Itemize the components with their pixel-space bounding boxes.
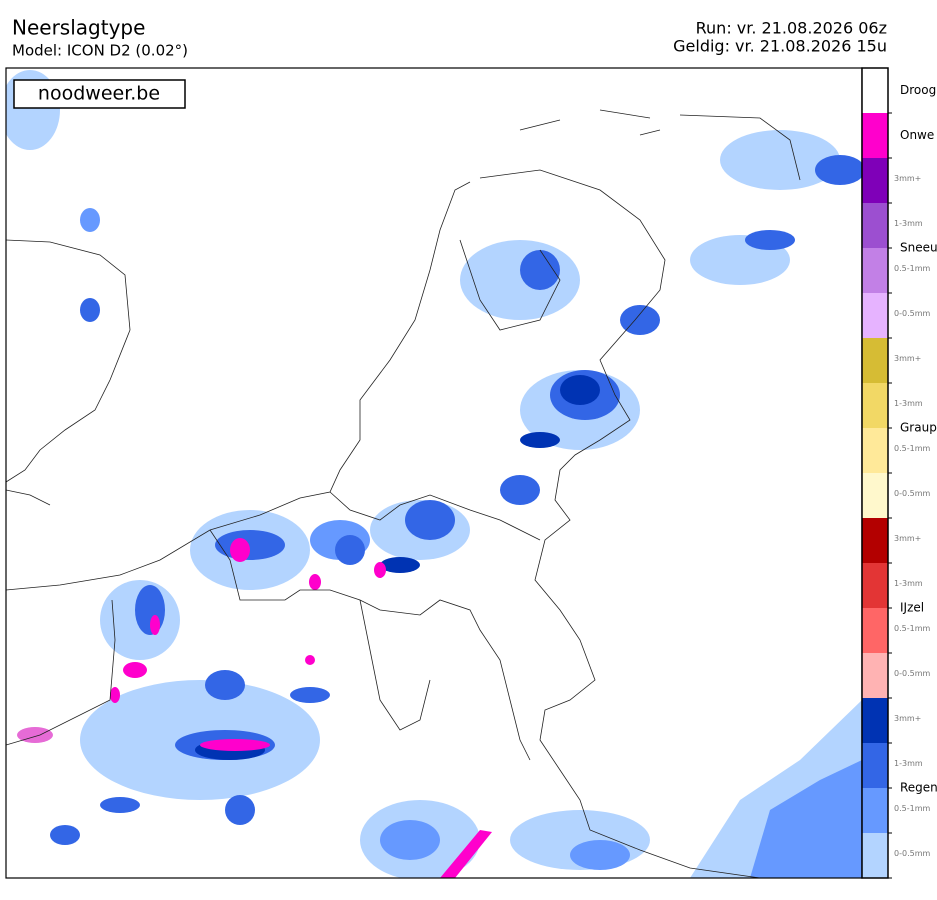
legend-swatch (862, 113, 888, 158)
legend-frame (861, 67, 889, 879)
legend-sublabel: 3mm+ (894, 354, 921, 363)
legend-label: Sneeu (900, 241, 937, 255)
map-area (5, 67, 863, 879)
legend-swatch (862, 518, 888, 563)
legend-swatch (862, 68, 888, 113)
legend-sublabel: 1-3mm (894, 579, 923, 588)
legend-swatch (862, 608, 888, 653)
legend-swatch (862, 653, 888, 698)
legend-swatch (862, 383, 888, 428)
logo-box (13, 79, 186, 109)
legend-swatch (862, 203, 888, 248)
legend-swatch (862, 563, 888, 608)
legend-swatch (862, 833, 888, 878)
logo: noodweer.be (38, 83, 160, 105)
legend-swatch (862, 473, 888, 518)
legend-sublabel: 0-0.5mm (894, 489, 930, 498)
legend-swatch (862, 338, 888, 383)
legend-sublabel: 0-0.5mm (894, 309, 930, 318)
legend-sublabel: 1-3mm (894, 759, 923, 768)
model: Model: ICON D2 (0.02°) (12, 42, 188, 60)
title: Neerslagtype (12, 16, 145, 40)
run-time: Run: vr. 21.08.2026 06z (696, 19, 887, 38)
legend-swatch (862, 743, 888, 788)
legend-sublabel: 1-3mm (894, 219, 923, 228)
legend-swatch (862, 698, 888, 743)
legend-swatch (862, 293, 888, 338)
legend-label: Droog (900, 83, 936, 97)
legend-swatch (862, 248, 888, 293)
legend-label: IJzel (900, 601, 924, 615)
legend-swatch (862, 428, 888, 473)
legend-sublabel: 0.5-1mm (894, 804, 930, 813)
legend-sublabel: 0.5-1mm (894, 264, 930, 273)
legend-sublabel: 3mm+ (894, 174, 921, 183)
legend-label: Onwe (900, 128, 934, 142)
valid-time: Geldig: vr. 21.08.2026 15u (673, 37, 887, 56)
legend-sublabel: 1-3mm (894, 399, 923, 408)
legend: Droog Onwe 3mm+ 1-3mm 0.5-1mm 0-0.5mm Sneeu 3mm… (861, 67, 937, 879)
legend-sublabel: 0.5-1mm (894, 624, 930, 633)
legend-sublabel: 3mm+ (894, 534, 921, 543)
legend-label: Regen (900, 781, 937, 795)
legend-sublabel: 0.5-1mm (894, 444, 930, 453)
legend-label: Graup (900, 421, 937, 435)
legend-swatch (862, 788, 888, 833)
legend-swatch (862, 158, 888, 203)
legend-sublabel: 0-0.5mm (894, 669, 930, 678)
legend-sublabel: 0-0.5mm (894, 849, 930, 858)
legend-sublabel: 3mm+ (894, 714, 921, 723)
